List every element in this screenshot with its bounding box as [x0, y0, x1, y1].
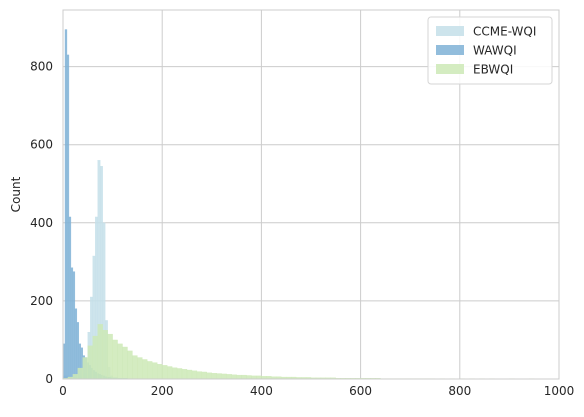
x-tick-label: 0 [59, 384, 67, 398]
histogram-bar [212, 373, 217, 379]
histogram-bar [157, 364, 162, 379]
histogram-bar [227, 374, 232, 379]
histogram-bar [187, 370, 192, 379]
histogram-bar [113, 340, 118, 379]
series-ebwqi [63, 324, 534, 379]
histogram-bar [69, 217, 71, 379]
histogram-bar [123, 347, 128, 379]
histogram-bar [177, 368, 182, 379]
legend-swatch [436, 45, 464, 55]
histogram-bar [71, 268, 73, 379]
histogram-bar [78, 368, 83, 379]
y-tick-label: 400 [30, 216, 53, 230]
histogram-bar [88, 346, 93, 379]
legend-label: WAWQI [473, 44, 517, 58]
x-tick-label: 600 [349, 384, 372, 398]
histogram-bar [192, 371, 197, 379]
histogram-bar [197, 372, 202, 379]
legend-label: EBWQI [473, 63, 513, 77]
legend-swatch [436, 26, 464, 36]
x-tick-label: 800 [448, 384, 471, 398]
histogram-bar [147, 361, 152, 379]
histogram-bar [222, 374, 227, 379]
histogram-bar [167, 367, 172, 379]
histogram-bar [152, 363, 157, 379]
histogram-bar [202, 372, 207, 379]
histogram-bar [73, 272, 75, 379]
histogram-bar [127, 351, 132, 379]
histogram-bar [172, 368, 177, 379]
histogram-bar [73, 374, 78, 379]
histogram-bar [242, 375, 247, 379]
histogram-bar [162, 365, 167, 379]
legend: CCME-WQI WAWQI EBWQI [428, 17, 552, 84]
histogram-bar [137, 358, 142, 379]
histogram-bar [83, 358, 88, 379]
y-tick-label: 0 [45, 372, 53, 386]
histogram-bar [207, 373, 212, 379]
histogram-bar [232, 375, 237, 379]
histogram-bar [132, 356, 137, 379]
y-tick-label: 800 [30, 60, 53, 74]
histogram-bar [182, 369, 187, 379]
histogram-bar [103, 330, 108, 379]
x-tick-label: 1000 [544, 384, 575, 398]
x-tick-label: 200 [151, 384, 174, 398]
legend-label: CCME-WQI [473, 25, 536, 39]
y-tick-label: 200 [30, 294, 53, 308]
y-tick-label: 600 [30, 138, 53, 152]
histogram-bar [98, 324, 103, 379]
histogram-bar [118, 344, 123, 379]
legend-swatch [436, 64, 464, 74]
histogram-bar [108, 334, 113, 379]
y-axis-label: Count [9, 176, 23, 212]
histogram-bar [93, 336, 98, 379]
histogram-bar [65, 30, 67, 379]
histogram-bar [67, 55, 69, 379]
histogram-bar [75, 309, 77, 379]
histogram-bar [237, 375, 242, 379]
histogram-bar [247, 375, 252, 379]
histogram-bar [142, 359, 147, 379]
histogram-bar [217, 374, 222, 379]
x-tick-label: 400 [250, 384, 273, 398]
